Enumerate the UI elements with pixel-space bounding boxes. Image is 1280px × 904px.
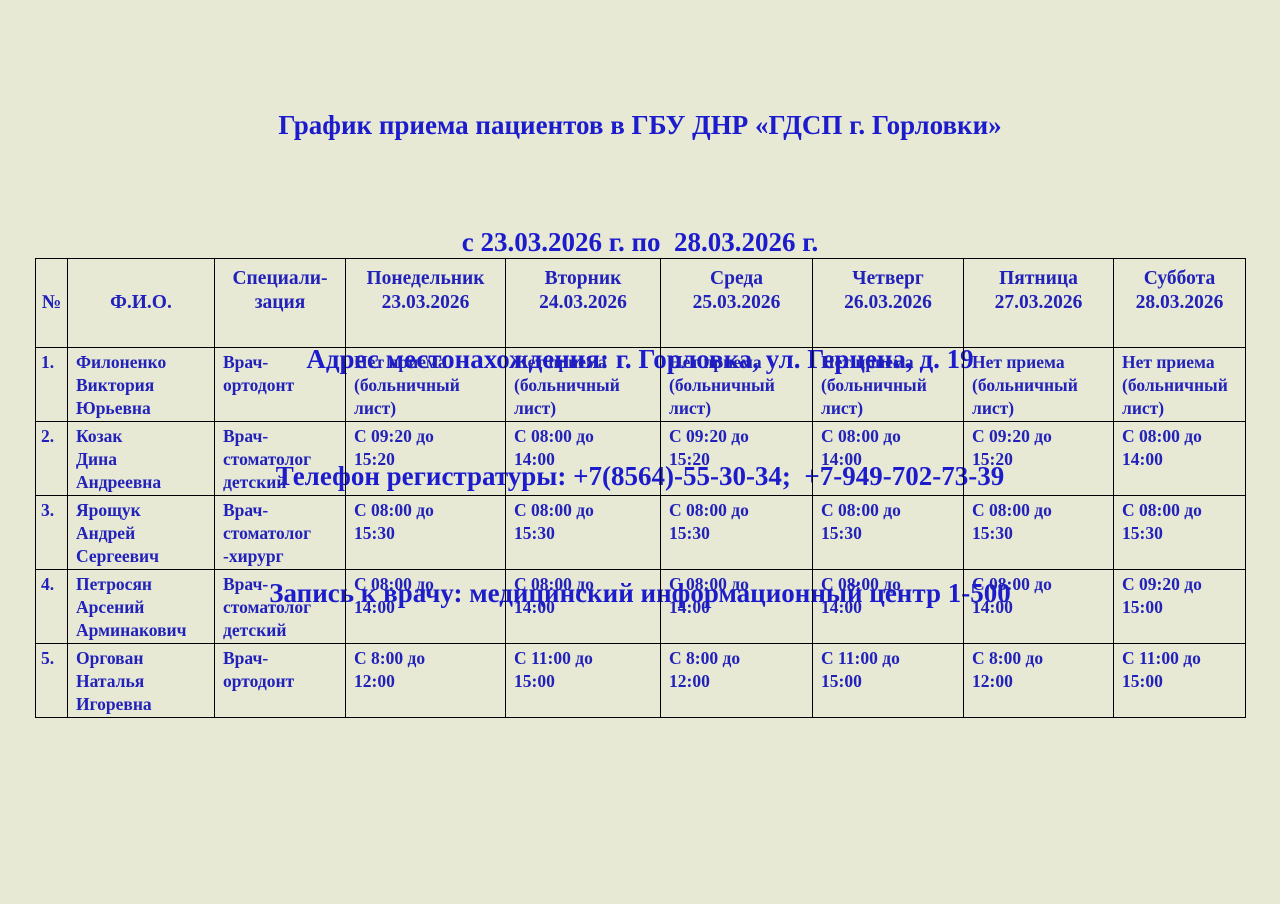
- schedule-cell-thursday: С 08:00 до 14:00: [812, 421, 964, 496]
- specialization-cell: Врач- ортодонт: [214, 347, 346, 422]
- schedule-cell-thursday: С 08:00 до 15:30: [812, 495, 964, 570]
- table-row: 1. Филоненко Виктория Юрьевна Врач- орто…: [35, 347, 1246, 422]
- schedule-cell-wednesday: С 8:00 до 12:00: [660, 643, 813, 718]
- schedule-cell-saturday: Нет приема (больничный лист): [1113, 347, 1246, 422]
- schedule-cell-wednesday: Нет приема (больничный лист): [660, 347, 813, 422]
- fio-cell: Петросян Арсений Арминакович: [67, 569, 215, 644]
- fio-cell: Козак Дина Андреевна: [67, 421, 215, 496]
- schedule-cell-saturday: С 09:20 до 15:00: [1113, 569, 1246, 644]
- specialization-cell: Врач- стоматолог детский: [214, 569, 346, 644]
- row-number-cell: 4.: [35, 569, 68, 644]
- table-header-row: № Ф.И.О. Специали- зация Понедельник 23.…: [35, 258, 1246, 348]
- schedule-cell-tuesday: С 08:00 до 14:00: [505, 421, 661, 496]
- schedule-cell-thursday: Нет приема (больничный лист): [812, 347, 964, 422]
- schedule-cell-saturday: С 08:00 до 15:30: [1113, 495, 1246, 570]
- schedule-cell-monday: С 09:20 до 15:20: [345, 421, 506, 496]
- schedule-cell-saturday: С 08:00 до 14:00: [1113, 421, 1246, 496]
- schedule-cell-monday: С 8:00 до 12:00: [345, 643, 506, 718]
- column-header-wednesday: Среда 25.03.2026: [660, 258, 813, 348]
- schedule-cell-friday: С 08:00 до 14:00: [963, 569, 1114, 644]
- row-number-cell: 5.: [35, 643, 68, 718]
- column-header-monday: Понедельник 23.03.2026: [345, 258, 506, 348]
- schedule-cell-thursday: С 11:00 до 15:00: [812, 643, 964, 718]
- title-line-main: График приема пациентов в ГБУ ДНР «ГДСП …: [278, 110, 1002, 140]
- column-header-thursday: Четверг 26.03.2026: [812, 258, 964, 348]
- schedule-cell-saturday: С 11:00 до 15:00: [1113, 643, 1246, 718]
- column-header-tuesday: Вторник 24.03.2026: [505, 258, 661, 348]
- schedule-cell-wednesday: С 08:00 до 15:30: [660, 495, 813, 570]
- column-header-specialization: Специали- зация: [214, 258, 346, 348]
- schedule-cell-tuesday: Нет приема (больничный лист): [505, 347, 661, 422]
- specialization-cell: Врач- стоматолог детский: [214, 421, 346, 496]
- specialization-cell: Врач- стоматолог -хирург: [214, 495, 346, 570]
- schedule-cell-wednesday: С 09:20 до 15:20: [660, 421, 813, 496]
- column-header-friday: Пятница 27.03.2026: [963, 258, 1114, 348]
- row-number-cell: 1.: [35, 347, 68, 422]
- schedule-cell-friday: С 08:00 до 15:30: [963, 495, 1114, 570]
- column-header-fio: Ф.И.О.: [67, 258, 215, 348]
- specialization-cell: Врач- ортодонт: [214, 643, 346, 718]
- table-row: 4. Петросян Арсений Арминакович Врач- ст…: [35, 569, 1246, 644]
- schedule-cell-monday: Нет приема (больничный лист): [345, 347, 506, 422]
- table-row: 3. Ярощук Андрей Сергеевич Врач- стомато…: [35, 495, 1246, 570]
- fio-cell: Филоненко Виктория Юрьевна: [67, 347, 215, 422]
- schedule-cell-wednesday: С 08:00 до 14:00: [660, 569, 813, 644]
- schedule-cell-tuesday: С 08:00 до 14:00: [505, 569, 661, 644]
- fio-cell: Оргован Наталья Игоревна: [67, 643, 215, 718]
- row-number-cell: 3.: [35, 495, 68, 570]
- schedule-cell-tuesday: С 11:00 до 15:00: [505, 643, 661, 718]
- schedule-cell-tuesday: С 08:00 до 15:30: [505, 495, 661, 570]
- table-row: 5. Оргован Наталья Игоревна Врач- ортодо…: [35, 643, 1246, 718]
- schedule-cell-monday: С 08:00 до 15:30: [345, 495, 506, 570]
- schedule-cell-monday: С 08:00 до 14:00: [345, 569, 506, 644]
- fio-cell: Ярощук Андрей Сергеевич: [67, 495, 215, 570]
- schedule-cell-friday: С 8:00 до 12:00: [963, 643, 1114, 718]
- schedule-table: № Ф.И.О. Специали- зация Понедельник 23.…: [35, 258, 1246, 718]
- schedule-cell-friday: С 09:20 до 15:20: [963, 421, 1114, 496]
- column-header-saturday: Суббота 28.03.2026: [1113, 258, 1246, 348]
- column-header-number: №: [35, 258, 68, 348]
- schedule-cell-friday: Нет приема (больничный лист): [963, 347, 1114, 422]
- row-number-cell: 2.: [35, 421, 68, 496]
- table-row: 2. Козак Дина Андреевна Врач- стоматолог…: [35, 421, 1246, 496]
- title-line-dates: с 23.03.2026 г. по 28.03.2026 г.: [461, 227, 819, 257]
- schedule-cell-thursday: С 08:00 до 14:00: [812, 569, 964, 644]
